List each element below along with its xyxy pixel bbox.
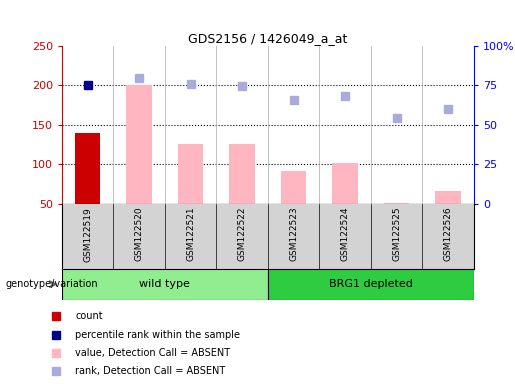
Text: GSM122522: GSM122522 <box>237 207 247 261</box>
Text: GSM122523: GSM122523 <box>289 207 298 262</box>
Bar <box>126 86 152 204</box>
Text: GSM122519: GSM122519 <box>83 207 92 262</box>
Text: GSM122526: GSM122526 <box>443 207 453 262</box>
Text: wild type: wild type <box>140 279 190 289</box>
Bar <box>435 191 461 204</box>
Bar <box>332 163 358 204</box>
Text: percentile rank within the sample: percentile rank within the sample <box>75 329 240 339</box>
Text: value, Detection Call = ABSENT: value, Detection Call = ABSENT <box>75 348 230 358</box>
Bar <box>281 171 306 204</box>
Text: GSM122520: GSM122520 <box>134 207 144 262</box>
Text: GSM122525: GSM122525 <box>392 207 401 262</box>
Bar <box>75 133 100 204</box>
Bar <box>384 203 409 204</box>
Text: GSM122524: GSM122524 <box>340 207 350 261</box>
Text: count: count <box>75 311 103 321</box>
Bar <box>178 144 203 204</box>
Bar <box>268 269 474 300</box>
Bar <box>229 144 255 204</box>
Text: rank, Detection Call = ABSENT: rank, Detection Call = ABSENT <box>75 366 226 376</box>
Bar <box>62 269 268 300</box>
Text: BRG1 depleted: BRG1 depleted <box>329 279 413 289</box>
Title: GDS2156 / 1426049_a_at: GDS2156 / 1426049_a_at <box>188 32 348 45</box>
Text: GSM122521: GSM122521 <box>186 207 195 262</box>
Text: genotype/variation: genotype/variation <box>5 279 98 289</box>
